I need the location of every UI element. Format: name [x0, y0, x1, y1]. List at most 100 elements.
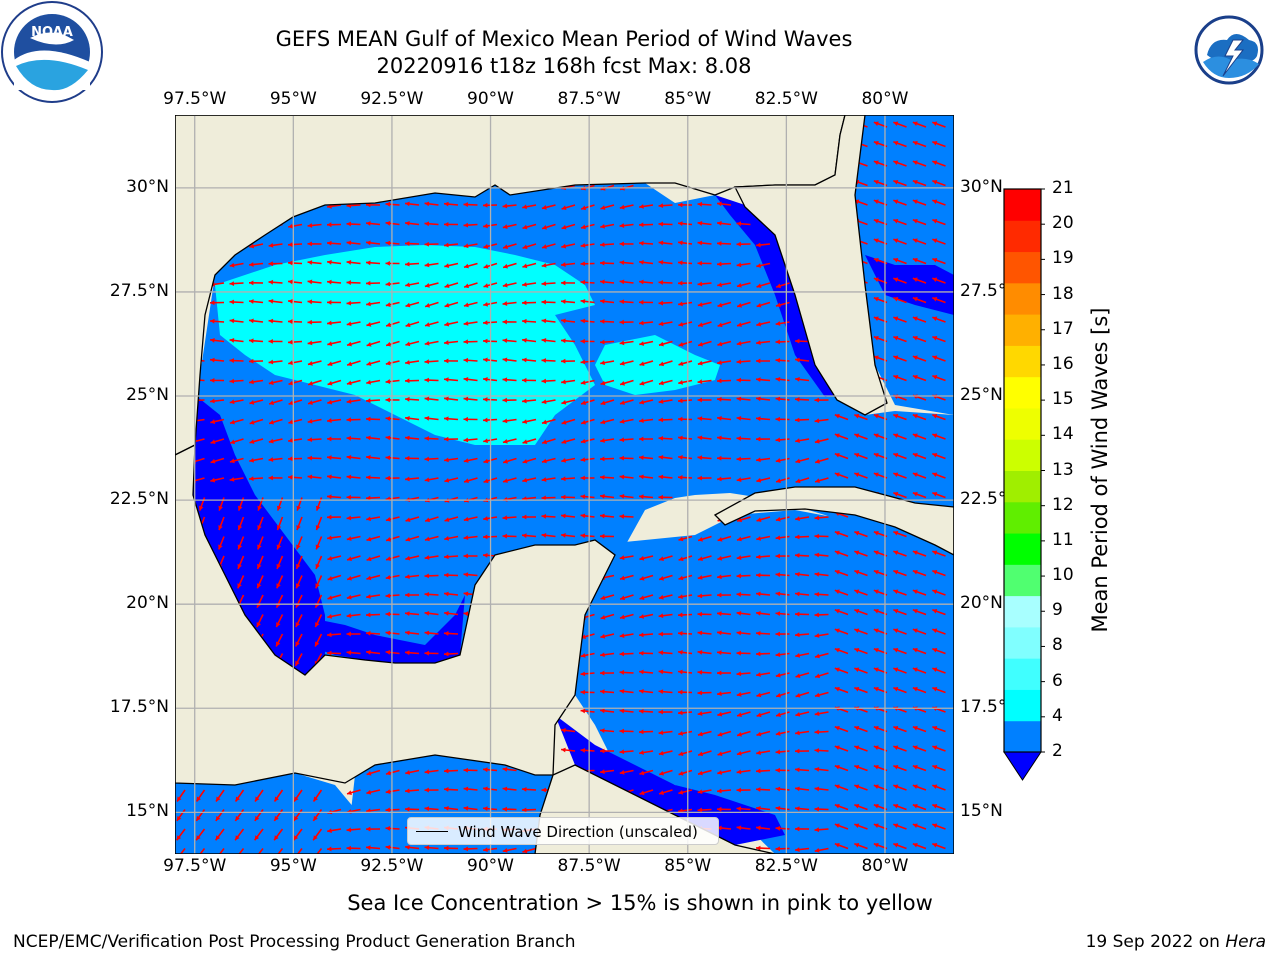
sea-ice-note: Sea Ice Concentration > 15% is shown in …	[347, 891, 933, 915]
wave-direction-arrow	[276, 516, 284, 531]
wave-direction-arrow	[717, 750, 732, 756]
wave-direction-arrow	[599, 670, 615, 676]
wave-direction-arrow	[755, 768, 771, 774]
wave-direction-arrow	[560, 747, 576, 753]
wave-direction-arrow	[932, 160, 946, 167]
wave-direction-arrow	[327, 379, 342, 386]
wave-direction-arrow	[619, 613, 634, 620]
wave-direction-arrow	[307, 340, 322, 346]
wave-direction-arrow	[854, 589, 868, 596]
wave-direction-arrow	[444, 805, 459, 811]
wave-direction-arrow	[229, 338, 244, 343]
wave-direction-arrow	[405, 201, 420, 207]
wave-direction-arrow	[365, 435, 381, 441]
wave-direction-arrow	[619, 204, 634, 210]
wave-direction-arrow	[794, 397, 810, 402]
wave-direction-arrow	[912, 784, 927, 791]
wave-direction-arrow	[600, 418, 615, 425]
wave-direction-arrow	[522, 337, 537, 343]
wave-direction-arrow	[658, 435, 673, 441]
wave-direction-arrow	[912, 589, 927, 596]
wave-direction-arrow	[600, 613, 615, 620]
wave-direction-arrow	[932, 452, 946, 460]
wave-direction-arrow	[932, 140, 946, 148]
wave-direction-arrow	[365, 416, 381, 422]
wave-direction-arrow	[893, 745, 907, 752]
wave-direction-arrow	[521, 377, 537, 383]
wave-direction-arrow	[893, 647, 907, 655]
wave-direction-arrow	[249, 243, 264, 249]
wave-direction-arrow	[502, 338, 517, 343]
wave-direction-arrow	[834, 667, 849, 674]
wave-direction-arrow	[268, 379, 283, 385]
wave-direction-arrow	[600, 360, 615, 366]
wave-direction-arrow	[541, 513, 556, 519]
wave-direction-arrow	[755, 591, 771, 597]
wave-direction-arrow	[854, 472, 868, 479]
wave-direction-arrow	[912, 550, 927, 557]
wave-direction-arrow	[502, 282, 517, 288]
mexico-coast	[175, 443, 616, 786]
dark-blue-fl-coast	[715, 195, 835, 397]
wave-direction-arrow	[814, 571, 829, 577]
wave-direction-arrow	[424, 806, 439, 812]
wave-direction-arrow	[293, 809, 303, 822]
wave-direction-arrow	[639, 360, 654, 367]
wave-direction-arrow	[327, 340, 342, 346]
wave-direction-arrow	[717, 630, 732, 636]
wave-direction-arrow	[385, 769, 400, 776]
wave-direction-arrow	[854, 628, 868, 635]
wave-direction-arrow	[893, 491, 907, 499]
wave-direction-arrow	[932, 491, 946, 499]
wave-direction-arrow	[600, 708, 615, 714]
wave-direction-arrow	[424, 282, 439, 288]
wave-direction-arrow	[521, 300, 537, 306]
wave-direction-arrow	[365, 495, 381, 501]
wave-direction-arrow	[405, 555, 420, 561]
wave-direction-arrow	[638, 222, 654, 228]
wave-direction-arrow	[346, 845, 361, 851]
wave-direction-arrow	[638, 279, 654, 285]
wave-direction-arrow	[775, 767, 790, 773]
wave-direction-arrow	[404, 396, 420, 402]
wave-direction-arrow	[755, 358, 771, 364]
wave-direction-arrow	[521, 786, 537, 792]
wave-direction-arrow	[296, 848, 303, 854]
wave-direction-arrow	[814, 457, 829, 464]
wave-direction-arrow	[736, 456, 751, 462]
wave-direction-arrow	[697, 301, 712, 307]
nws-logo	[1180, 1, 1278, 99]
wave-direction-arrow	[463, 805, 478, 811]
wave-direction-arrow	[736, 415, 751, 421]
lat-tick-left: 22.5°N	[109, 489, 169, 510]
wave-direction-arrow	[326, 222, 342, 228]
wave-direction-arrow	[463, 301, 478, 308]
dark-blue-bay	[295, 595, 465, 663]
legend-line-swatch	[416, 831, 448, 832]
wave-direction-arrow	[794, 748, 810, 754]
wave-direction-arrow	[619, 574, 634, 581]
wave-direction-arrow	[218, 516, 225, 531]
wave-direction-arrow	[327, 828, 342, 833]
wave-direction-arrow	[268, 318, 283, 324]
wave-direction-arrow	[912, 296, 927, 304]
wave-direction-arrow	[229, 299, 244, 305]
wave-direction-arrow	[932, 842, 946, 850]
colorbar	[1003, 188, 1045, 781]
wave-direction-arrow	[346, 340, 361, 347]
wave-direction-arrow	[697, 649, 712, 655]
wave-direction-arrow	[658, 340, 673, 347]
wave-direction-arrow	[912, 745, 927, 752]
wave-direction-arrow	[932, 374, 946, 382]
wave-direction-arrow	[697, 416, 712, 422]
wave-direction-arrow	[795, 652, 810, 658]
wave-direction-arrow	[912, 725, 927, 733]
wave-direction-arrow	[599, 242, 615, 248]
wave-direction-arrow	[257, 848, 264, 854]
wave-direction-arrow	[619, 594, 634, 601]
wave-direction-arrow	[736, 282, 751, 288]
wave-direction-arrow	[678, 340, 693, 347]
wave-direction-arrow	[249, 457, 264, 463]
wave-direction-arrow	[580, 533, 595, 539]
wave-direction-arrow	[254, 789, 264, 802]
